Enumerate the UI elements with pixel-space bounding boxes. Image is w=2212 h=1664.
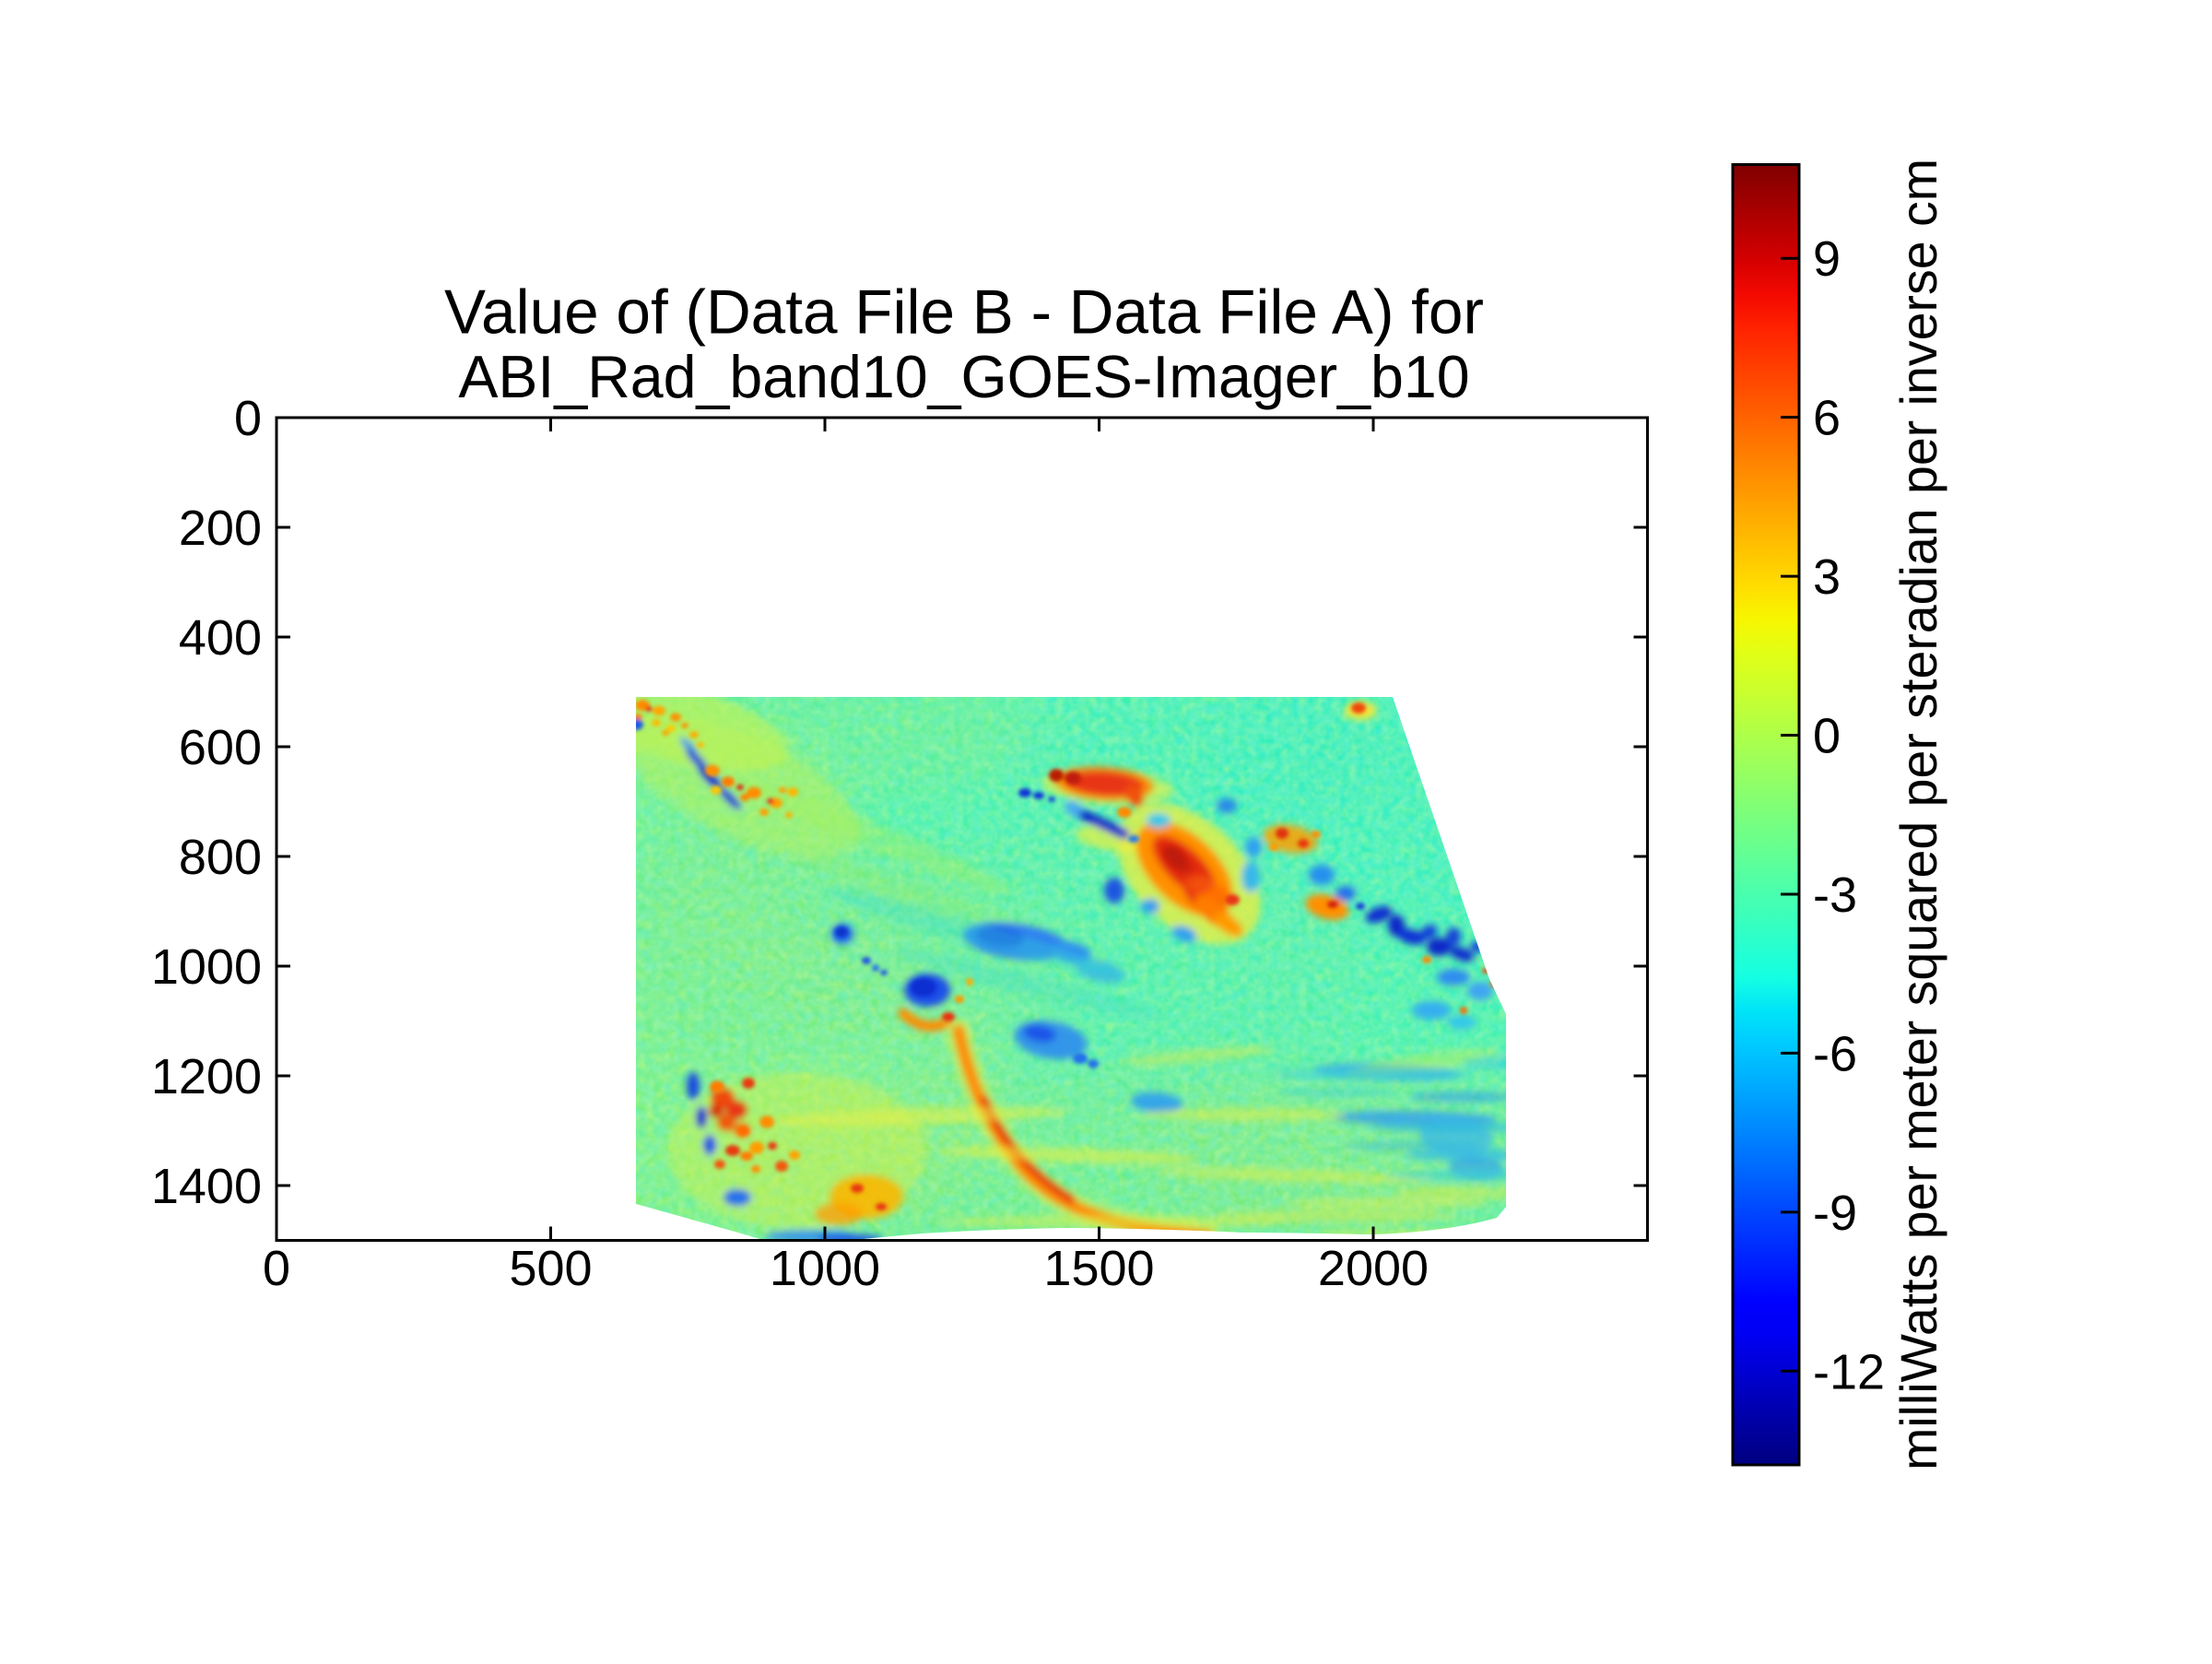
svg-text:-9: -9: [1813, 1186, 1857, 1241]
svg-text:ABI_Rad_band10_GOES-Imager_b10: ABI_Rad_band10_GOES-Imager_b10: [458, 344, 1469, 410]
svg-text:1500: 1500: [1043, 1241, 1154, 1296]
svg-text:9: 9: [1813, 231, 1841, 287]
svg-text:3: 3: [1813, 549, 1841, 605]
svg-text:-3: -3: [1813, 867, 1857, 923]
svg-text:600: 600: [179, 720, 262, 775]
svg-text:1000: 1000: [151, 939, 262, 995]
svg-text:200: 200: [179, 501, 262, 556]
svg-text:0: 0: [1813, 709, 1841, 764]
svg-text:-6: -6: [1813, 1026, 1857, 1081]
svg-text:6: 6: [1813, 391, 1841, 446]
svg-text:500: 500: [509, 1241, 592, 1296]
svg-text:1400: 1400: [151, 1159, 262, 1214]
svg-text:milliWatts per meter squared p: milliWatts per meter squared per steradi…: [1890, 159, 1947, 1470]
svg-text:Value of (Data File B - Data F: Value of (Data File B - Data File A) for: [444, 278, 1484, 348]
svg-text:-12: -12: [1813, 1344, 1885, 1399]
svg-text:400: 400: [179, 610, 262, 666]
svg-text:0: 0: [234, 391, 262, 446]
svg-text:1200: 1200: [151, 1049, 262, 1104]
svg-text:800: 800: [179, 830, 262, 885]
svg-text:0: 0: [263, 1241, 290, 1296]
svg-text:1000: 1000: [770, 1241, 880, 1296]
svg-text:2000: 2000: [1318, 1241, 1429, 1296]
